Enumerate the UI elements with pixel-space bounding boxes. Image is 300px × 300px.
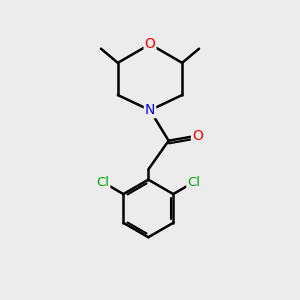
- Text: Cl: Cl: [187, 176, 200, 189]
- Text: O: O: [145, 37, 155, 51]
- Text: N: N: [145, 103, 155, 117]
- Text: O: O: [192, 129, 203, 142]
- Text: Cl: Cl: [96, 176, 110, 189]
